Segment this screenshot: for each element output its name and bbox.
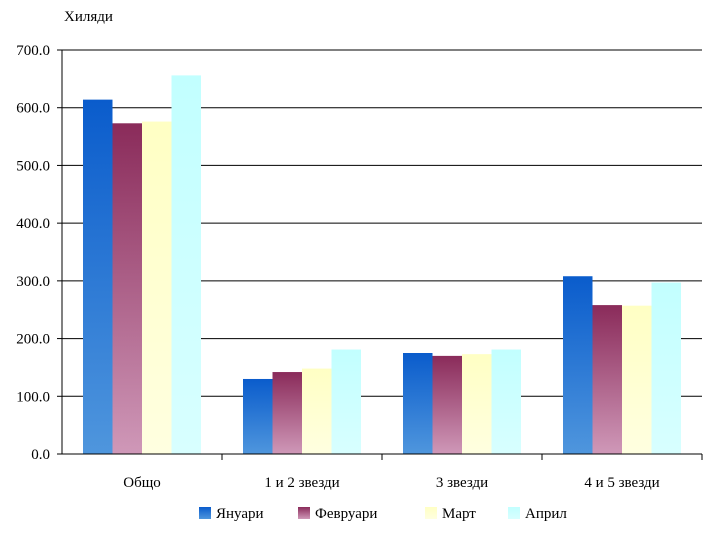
legend-label: Март xyxy=(442,506,476,522)
y-tick-label: 200.0 xyxy=(16,332,50,348)
y-tick-label: 400.0 xyxy=(16,216,50,232)
legend-label: Януари xyxy=(216,506,264,522)
legend-label: Април xyxy=(525,506,567,522)
bars xyxy=(83,75,681,455)
legend-swatch xyxy=(298,507,310,519)
bar-0-2 xyxy=(142,121,172,455)
bar-1-3 xyxy=(331,349,361,454)
legend-label: Февруари xyxy=(315,506,377,522)
bar-2-0 xyxy=(403,353,433,454)
bar-2-3 xyxy=(491,349,521,454)
bar-3-1 xyxy=(592,305,622,454)
bar-2-2 xyxy=(462,354,492,454)
bar-1-0 xyxy=(243,378,273,454)
y-tick-label: 600.0 xyxy=(16,101,50,117)
y-tick-label: 500.0 xyxy=(16,158,50,174)
y-tick-label: 700.0 xyxy=(16,43,50,59)
y-tick-label: 300.0 xyxy=(16,274,50,290)
bar-2-1 xyxy=(432,355,462,454)
bar-0-3 xyxy=(171,75,201,454)
y-tick-label: 100.0 xyxy=(16,389,50,405)
bar-1-2 xyxy=(302,368,332,454)
unit-label: Хиляди xyxy=(64,9,113,25)
x-category-label: Общо xyxy=(123,475,161,491)
bar-3-2 xyxy=(622,305,652,454)
legend-swatch xyxy=(508,507,520,519)
bar-0-0 xyxy=(83,99,113,455)
x-category-label: 3 звезди xyxy=(436,475,488,491)
bar-3-0 xyxy=(563,276,593,454)
legend-swatch xyxy=(425,507,437,519)
legend: Януари Февруари Март Април xyxy=(199,506,567,522)
bar-3-3 xyxy=(651,282,681,454)
legend-swatch xyxy=(199,507,211,519)
x-category-label: 1 и 2 звезди xyxy=(264,475,339,491)
y-tick-label: 0.0 xyxy=(31,447,50,463)
axes: 0.0 100.0 200.0 300.0 400.0 500.0 600.0 700.0 Об… xyxy=(16,43,703,491)
bar-1-1 xyxy=(272,372,302,454)
x-category-label: 4 и 5 звезди xyxy=(584,475,659,491)
bar-0-1 xyxy=(112,123,142,454)
